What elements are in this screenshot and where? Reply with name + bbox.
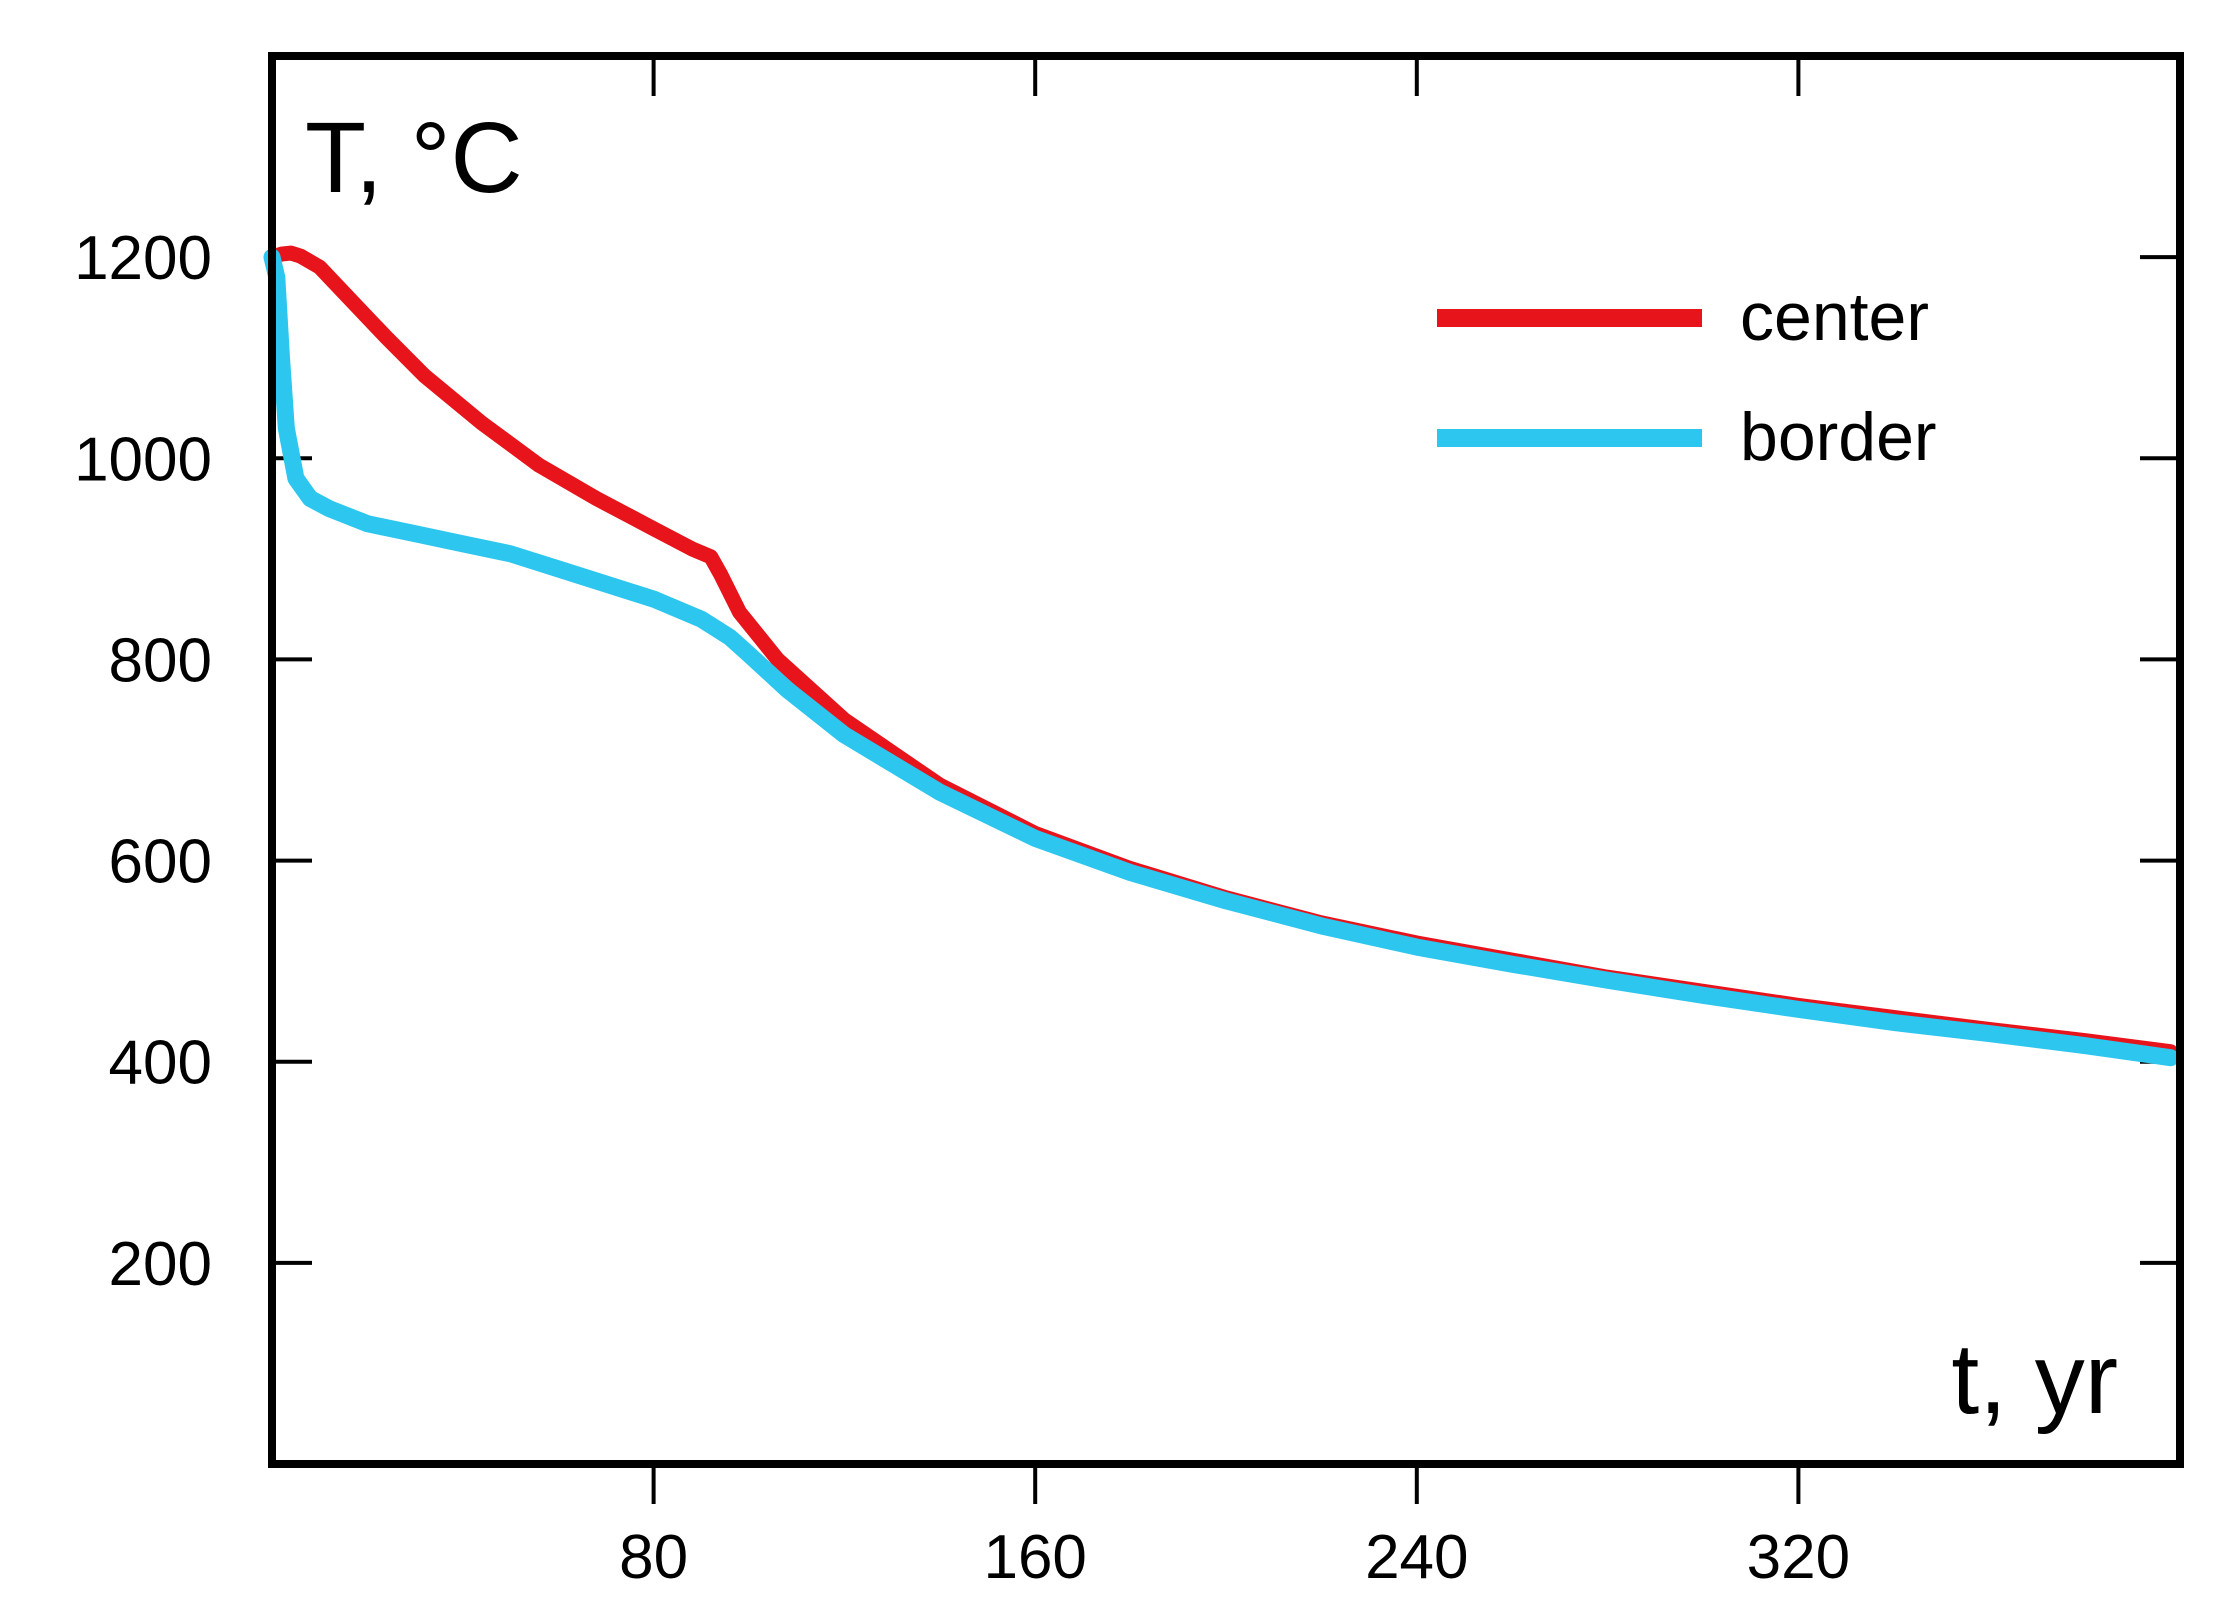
tick-labels: 200 400 600 800 1000 1200 80 160 240 320 [74,224,1850,1592]
x-tick-label: 240 [1365,1523,1468,1592]
y-tick-label: 400 [109,1029,212,1098]
plot-frame [268,52,2184,1468]
x-tick-label: 80 [619,1523,688,1592]
y-tick-label: 200 [109,1230,212,1299]
x-tick-label: 320 [1747,1523,1850,1592]
legend: center border [1437,279,1937,475]
y-tick-label: 1000 [74,425,212,494]
tick-marks [272,56,2180,1504]
y-tick-label: 600 [109,828,212,897]
series-lines [263,245,2179,1067]
legend-label-center: center [1740,279,1929,355]
y-axis-title: T, °C [305,102,523,214]
x-tick-label: 160 [983,1523,1086,1592]
series-line-center [264,245,2178,1060]
y-tick-label: 1200 [74,224,212,293]
series-line-border [263,248,2179,1067]
x-axis-title: t, yr [1951,1323,2118,1435]
legend-label-border: border [1740,399,1937,475]
y-tick-label: 800 [109,626,212,695]
